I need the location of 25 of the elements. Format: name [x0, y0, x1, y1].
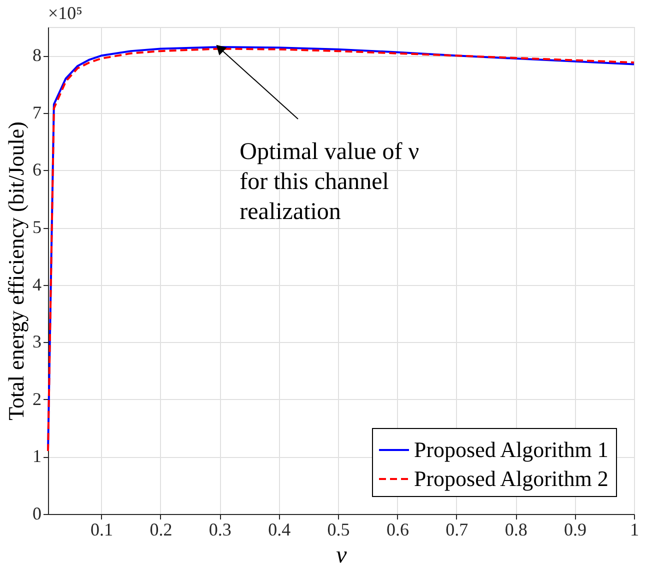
y-tick-label: 0: [32, 504, 42, 524]
legend-label: Proposed Algorithm 1: [414, 437, 608, 462]
x-axis-title: ν: [336, 542, 348, 568]
y-tick-label: 1: [32, 446, 42, 466]
x-tick-label: 1: [630, 520, 639, 540]
y-tick-label: 7: [32, 102, 42, 122]
y-tick-label: 8: [32, 45, 42, 66]
y-tick-label: 4: [32, 274, 42, 294]
y-tick-label: 5: [32, 217, 42, 238]
x-tick-label: 0.3: [208, 520, 232, 540]
x-tick-label: 0.2: [150, 520, 172, 540]
x-tick-label: 0.1: [90, 520, 114, 540]
x-tick-label: 0.6: [386, 520, 409, 540]
legend-label: Proposed Algorithm 2: [414, 466, 608, 491]
x-tick-label: 0.9: [564, 520, 587, 540]
y-tick-label: 2: [32, 388, 42, 409]
y-tick-label: 6: [32, 160, 42, 180]
x-tick-label: 0.5: [327, 520, 350, 540]
text: ×10⁵: [48, 3, 82, 23]
x-tick-label: 0.8: [504, 520, 528, 540]
x-tick-label: 0.4: [268, 520, 291, 540]
y-tick-label: 3: [32, 332, 42, 352]
y-axis-title: Total energy efficiency (bit/Joule): [4, 122, 28, 420]
annotation: Optimal value of ν for this channel realization: [240, 139, 420, 226]
x-tick-label: 0.7: [446, 520, 468, 540]
